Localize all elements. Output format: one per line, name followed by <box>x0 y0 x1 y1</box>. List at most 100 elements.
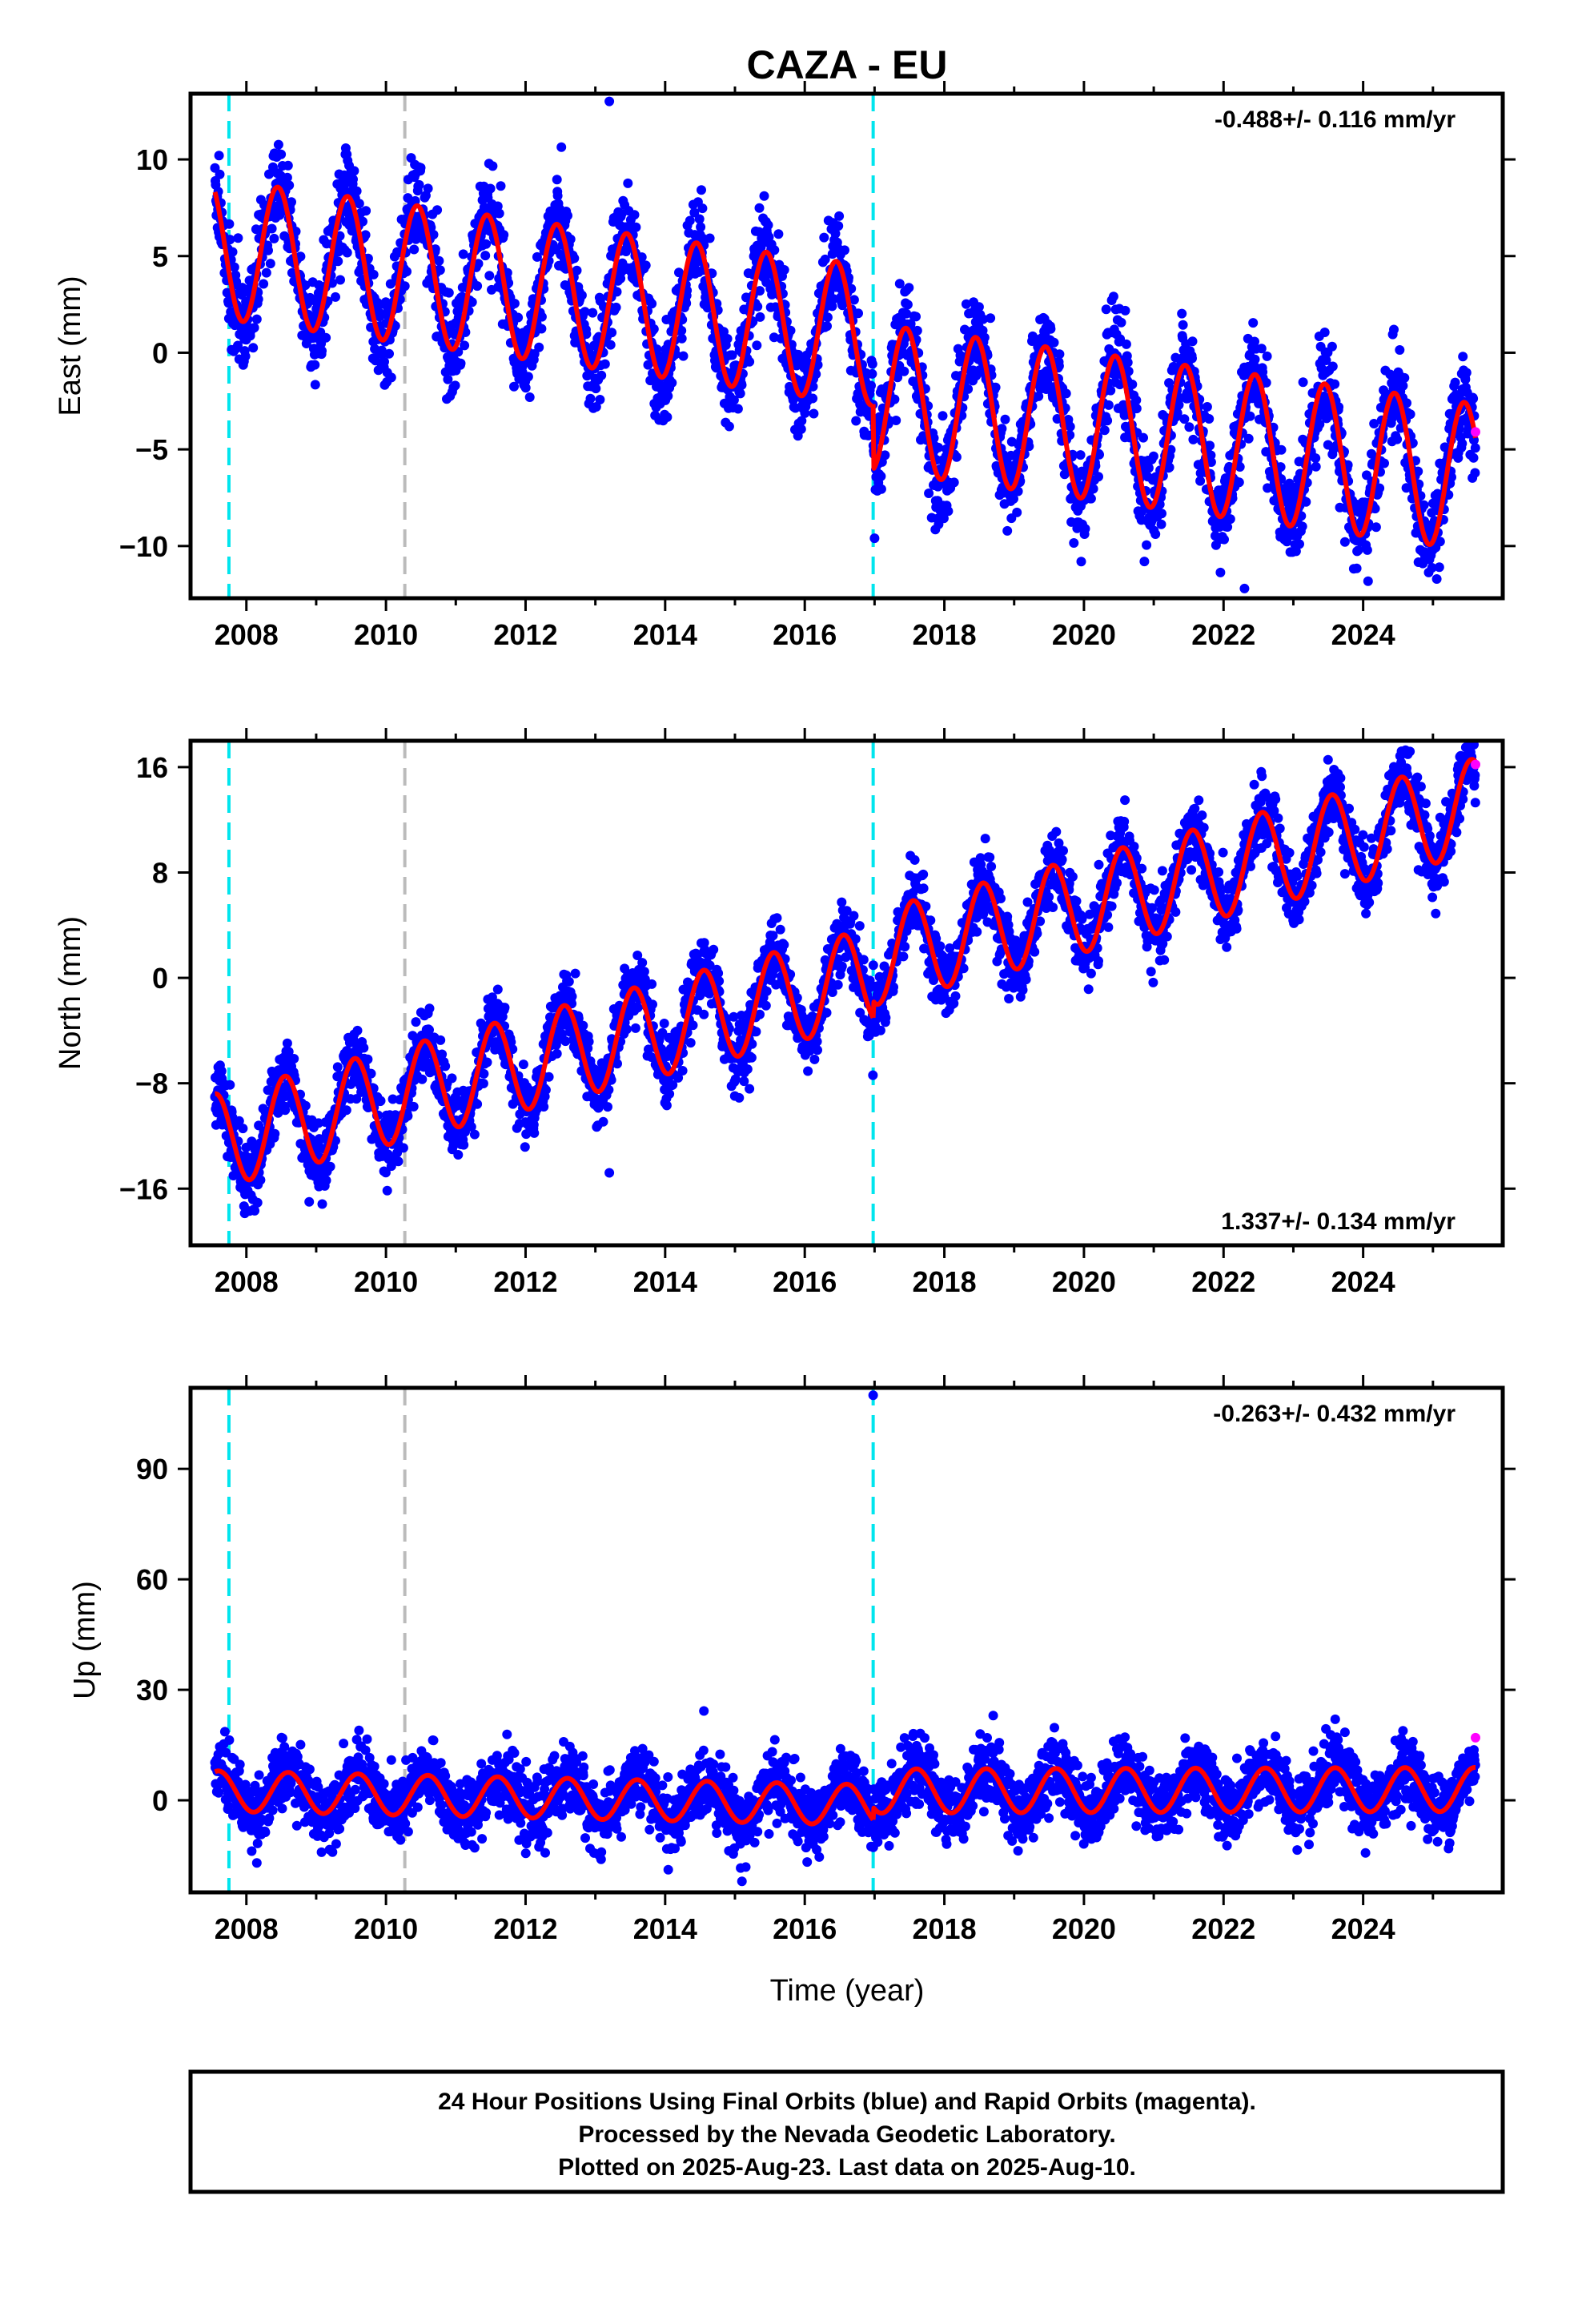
data-point <box>393 1156 404 1167</box>
data-point <box>727 350 737 360</box>
data-point <box>270 1128 280 1139</box>
data-point <box>416 163 426 173</box>
data-point <box>400 281 410 292</box>
data-point <box>265 259 275 269</box>
data-point <box>894 279 905 289</box>
data-point <box>1139 557 1150 567</box>
plot-frame <box>188 91 1505 601</box>
data-point <box>1080 524 1090 534</box>
data-point <box>876 471 886 481</box>
data-point <box>1311 453 1321 464</box>
data-point <box>1156 519 1166 529</box>
data-point <box>677 333 687 344</box>
data-point <box>1219 534 1229 545</box>
data-point <box>1351 563 1362 573</box>
data-point <box>709 944 719 955</box>
data-point <box>1419 500 1429 510</box>
data-point <box>943 506 954 517</box>
x-tick-label: 2016 <box>773 618 837 651</box>
data-point <box>351 186 362 196</box>
data-point <box>745 356 755 367</box>
data-point <box>755 286 765 296</box>
data-point <box>734 1092 745 1103</box>
data-point <box>694 214 705 224</box>
data-point <box>1121 339 1131 349</box>
data-point <box>447 1073 457 1084</box>
data-point <box>1263 483 1273 493</box>
data-point <box>802 357 813 367</box>
data-point <box>377 349 387 360</box>
data-point <box>409 244 420 255</box>
data-point <box>685 1038 696 1048</box>
data-point <box>769 245 780 255</box>
data-point <box>473 259 484 269</box>
data-point <box>563 211 572 221</box>
data-point <box>696 222 706 232</box>
data-point <box>518 1059 528 1070</box>
data-point <box>227 247 238 257</box>
data-point <box>632 1003 643 1013</box>
data-point <box>1256 344 1267 354</box>
data-point <box>1184 422 1195 432</box>
data-point <box>248 343 259 353</box>
data-point <box>1398 380 1408 391</box>
data-point <box>598 1116 608 1127</box>
data-point <box>595 395 605 404</box>
data-point <box>1327 361 1338 372</box>
data-point <box>496 181 506 191</box>
data-point <box>1179 414 1190 424</box>
data-point <box>482 1057 492 1068</box>
data-point <box>348 174 358 184</box>
data-point <box>849 295 859 305</box>
data-point <box>1148 451 1158 461</box>
data-point <box>737 380 747 390</box>
data-point <box>840 245 849 255</box>
data-point <box>753 301 763 312</box>
data-point <box>867 359 877 369</box>
data-point <box>685 215 695 226</box>
data-point <box>520 383 531 393</box>
data-point <box>997 424 1007 434</box>
data-point <box>1315 419 1325 429</box>
data-point <box>867 368 877 379</box>
data-point <box>591 402 601 412</box>
data-point <box>1311 461 1321 472</box>
data-point <box>382 1185 392 1196</box>
outlier-point <box>604 96 615 107</box>
data-point <box>1284 478 1295 489</box>
data-point <box>233 340 243 351</box>
data-point <box>901 308 912 319</box>
data-point <box>214 151 224 161</box>
data-point <box>321 332 331 343</box>
data-point <box>978 314 988 324</box>
data-point <box>1327 341 1337 352</box>
data-point <box>423 183 433 194</box>
data-point <box>697 185 706 195</box>
data-point <box>1131 395 1142 405</box>
data-point <box>325 1161 335 1172</box>
data-point <box>287 197 296 207</box>
y-tick-label: 0 <box>152 336 168 369</box>
data-point <box>1362 545 1372 555</box>
data-point <box>225 235 235 245</box>
data-point <box>1103 400 1114 410</box>
data-point <box>578 1020 588 1031</box>
data-point <box>456 358 466 368</box>
data-point <box>1002 525 1013 536</box>
data-point <box>1150 529 1161 539</box>
data-point <box>359 1043 369 1053</box>
data-point <box>1120 305 1130 316</box>
data-point <box>827 301 837 312</box>
data-point <box>321 1176 331 1185</box>
data-point <box>360 230 371 240</box>
data-point <box>251 314 262 324</box>
data-point <box>459 1140 469 1150</box>
data-point <box>1046 324 1056 334</box>
data-point <box>283 160 293 171</box>
data-point <box>523 372 533 382</box>
data-point <box>458 249 468 259</box>
data-point <box>1282 537 1292 547</box>
data-point <box>1054 361 1064 371</box>
data-point <box>556 142 567 152</box>
outlier-point <box>1239 583 1250 593</box>
